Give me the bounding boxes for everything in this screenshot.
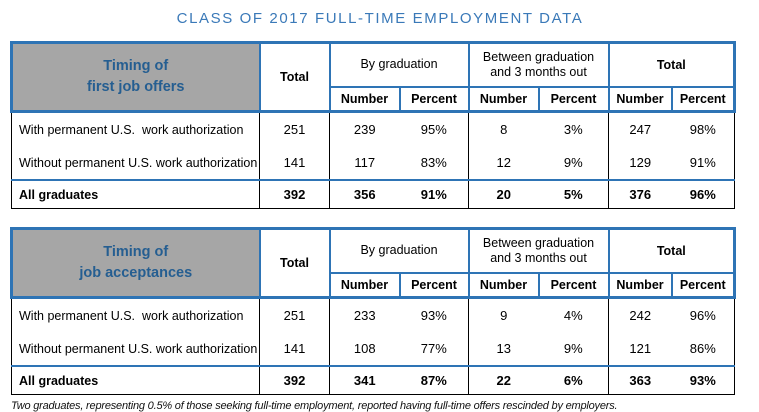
- value-cell: 93%: [671, 365, 736, 395]
- value-cell: 9%: [538, 146, 610, 180]
- table-row: All graduates 392 341 87% 22 6% 363 93%: [11, 365, 736, 395]
- value-cell: 141: [259, 146, 330, 180]
- value-cell: 129: [629, 155, 652, 170]
- row-label: All graduates: [11, 365, 260, 395]
- row-label: All graduates: [11, 179, 260, 209]
- value-cell: 376: [608, 179, 672, 209]
- column-header-total: Total: [258, 41, 331, 113]
- row-label: Without permanent U.S. work authorizatio…: [11, 146, 260, 180]
- subheader-percent: Percent: [537, 271, 610, 299]
- value-cell: 392: [259, 365, 330, 395]
- value-cell: 96%: [671, 179, 736, 209]
- value-cell: 91%: [399, 179, 470, 209]
- subheader-number: Number: [607, 271, 673, 299]
- job-acceptances-table: Timing of job acceptances Total By gradu…: [10, 227, 759, 395]
- subheader-number: Number: [467, 85, 540, 113]
- value-cell: 121: [629, 341, 652, 356]
- value-cell: 363: [608, 365, 672, 395]
- column-group-total: Total: [607, 227, 737, 274]
- value-cell: 96%: [671, 297, 736, 332]
- value-cell: 251: [259, 297, 330, 332]
- column-group-total: Total: [607, 41, 737, 88]
- value-cell: 108: [353, 341, 376, 356]
- column-header-total: Total: [258, 227, 331, 299]
- value-cell: 12: [496, 155, 511, 170]
- value-cell: 8: [500, 122, 508, 137]
- value-cell: 341: [329, 365, 400, 395]
- column-group-between-graduation: Between graduation and 3 months out: [467, 227, 610, 274]
- value-cell: 3%: [538, 111, 610, 146]
- value-cell: 98%: [671, 111, 736, 146]
- value-cell: 117: [354, 155, 376, 170]
- value-cell: 93%: [399, 297, 470, 332]
- column-group-by-graduation: By graduation: [328, 41, 470, 88]
- page-title: CLASS OF 2017 FULL-TIME EMPLOYMENT DATA: [176, 10, 584, 27]
- value-cell: 242: [629, 308, 652, 323]
- corner-title-line2: first job offers: [87, 79, 185, 95]
- subheader-number: Number: [467, 271, 540, 299]
- table-row: With permanent U.S. work authorization 25…: [11, 297, 736, 332]
- subheader-percent: Percent: [398, 271, 470, 299]
- table-row: All graduates 392 356 91% 20 5% 376 96%: [11, 179, 736, 209]
- corner-title-line1: Timing of: [103, 58, 169, 74]
- subheader-percent: Percent: [670, 85, 737, 113]
- column-group-by-graduation: By graduation: [328, 227, 470, 274]
- value-cell: 251: [259, 111, 330, 146]
- value-cell: 233: [353, 308, 376, 323]
- table-corner-title: Timing of first job offers: [10, 41, 261, 113]
- value-cell: 392: [259, 179, 330, 209]
- row-label: Without permanent U.S. work authorizatio…: [11, 332, 260, 366]
- table-row: Without permanent U.S. work authorizatio…: [11, 332, 736, 366]
- table-row: Without permanent U.S. work authorizatio…: [11, 146, 736, 180]
- value-cell: 91%: [671, 146, 736, 180]
- employment-table: Timing of first job offers Total By grad…: [10, 41, 737, 209]
- subheader-percent: Percent: [670, 271, 737, 299]
- value-cell: 22: [468, 365, 539, 395]
- value-cell: 4%: [538, 297, 610, 332]
- subheader-number: Number: [328, 85, 401, 113]
- value-cell: 13: [496, 341, 511, 356]
- value-cell: 95%: [399, 111, 470, 146]
- column-group-between-graduation: Between graduation and 3 months out: [467, 41, 610, 88]
- value-cell: 87%: [399, 365, 470, 395]
- table-row: With permanent U.S. work authorization 25…: [11, 111, 736, 146]
- first-job-offers-table: Timing of first job offers Total By grad…: [10, 41, 759, 209]
- footnote: Two graduates, representing 0.5% of thos…: [11, 400, 618, 412]
- value-cell: 9%: [538, 332, 610, 366]
- value-cell: 77%: [399, 332, 470, 366]
- row-label: With permanent U.S. work authorization: [11, 111, 260, 146]
- corner-title-line1: Timing of: [103, 244, 169, 260]
- corner-title-line2: job acceptances: [79, 265, 193, 281]
- subheader-percent: Percent: [398, 85, 470, 113]
- value-cell: 239: [353, 122, 376, 137]
- value-cell: 5%: [538, 179, 610, 209]
- value-cell: 356: [329, 179, 400, 209]
- value-cell: 20: [468, 179, 539, 209]
- value-cell: 6%: [538, 365, 610, 395]
- employment-table: Timing of job acceptances Total By gradu…: [10, 227, 737, 395]
- subheader-number: Number: [328, 271, 401, 299]
- value-cell: 86%: [671, 332, 736, 366]
- table-corner-title: Timing of job acceptances: [10, 227, 261, 299]
- value-cell: 9: [500, 308, 508, 323]
- value-cell: 83%: [399, 146, 470, 180]
- value-cell: 141: [259, 332, 330, 366]
- subheader-number: Number: [607, 85, 673, 113]
- subheader-percent: Percent: [537, 85, 610, 113]
- value-cell: 247: [629, 122, 652, 137]
- row-label: With permanent U.S. work authorization: [11, 297, 260, 332]
